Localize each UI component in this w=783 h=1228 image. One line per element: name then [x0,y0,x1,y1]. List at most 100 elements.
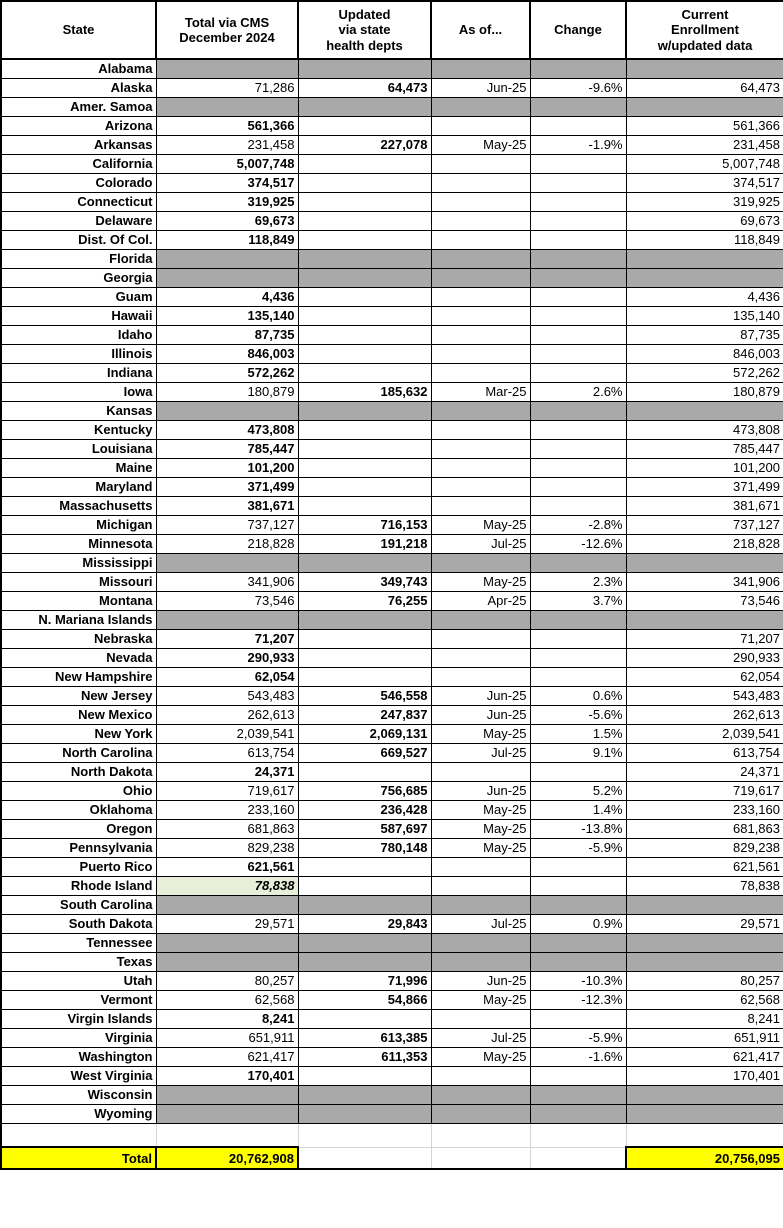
cell-change[interactable] [529,951,627,972]
cell-change[interactable]: -10.3% [529,970,627,991]
cell-state[interactable]: Montana [0,590,157,611]
cell-updated[interactable] [297,400,432,421]
cell-current[interactable] [625,894,783,915]
cell-cms[interactable]: 262,613 [155,704,299,725]
cell-cms[interactable]: 180,879 [155,381,299,402]
cell-as_of[interactable]: May-25 [430,723,531,744]
cell-as_of[interactable]: Mar-25 [430,381,531,402]
cell-cms[interactable]: 29,571 [155,913,299,934]
total-empty-asof-cell[interactable] [431,1147,531,1169]
cell-cms[interactable] [155,1103,299,1124]
cell-change[interactable] [529,1065,627,1086]
cell-cms[interactable]: 621,561 [155,856,299,877]
cell-cms[interactable]: 5,007,748 [155,153,299,174]
column-header-as_of[interactable]: As of... [430,0,531,60]
total-label-cell[interactable]: Total [0,1146,157,1170]
cell-updated[interactable]: 76,255 [297,590,432,611]
cell-change[interactable] [529,172,627,193]
cell-current[interactable] [625,267,783,288]
cell-as_of[interactable] [430,552,531,573]
cell-as_of[interactable]: May-25 [430,571,531,592]
cell-as_of[interactable] [430,362,531,383]
cell-state[interactable]: Delaware [0,210,157,231]
cell-as_of[interactable] [430,305,531,326]
cell-current[interactable]: 613,754 [625,742,783,763]
total-cms-cell[interactable]: 20,762,908 [155,1146,299,1170]
cell-change[interactable] [529,58,627,79]
cell-as_of[interactable] [430,856,531,877]
cell-as_of[interactable]: May-25 [430,818,531,839]
cell-cms[interactable]: 101,200 [155,457,299,478]
spacer-cell[interactable] [298,1123,432,1148]
cell-current[interactable]: 101,200 [625,457,783,478]
cell-as_of[interactable] [430,761,531,782]
cell-updated[interactable] [297,96,432,117]
cell-current[interactable]: 73,546 [625,590,783,611]
cell-state[interactable]: Utah [0,970,157,991]
cell-current[interactable]: 4,436 [625,286,783,307]
cell-updated[interactable]: 587,697 [297,818,432,839]
cell-change[interactable]: 0.9% [529,913,627,934]
cell-change[interactable] [529,438,627,459]
cell-cms[interactable]: 785,447 [155,438,299,459]
cell-state[interactable]: Amer. Samoa [0,96,157,117]
cell-cms[interactable]: 231,458 [155,134,299,155]
cell-cms[interactable]: 737,127 [155,514,299,535]
cell-cms[interactable] [155,400,299,421]
cell-change[interactable]: -2.8% [529,514,627,535]
cell-change[interactable] [529,856,627,877]
cell-updated[interactable] [297,875,432,896]
cell-current[interactable] [625,1103,783,1124]
cell-change[interactable]: -5.9% [529,837,627,858]
cell-state[interactable]: Wyoming [0,1103,157,1124]
spacer-cell[interactable] [156,1123,299,1148]
cell-change[interactable] [529,476,627,497]
cell-change[interactable]: -13.8% [529,818,627,839]
cell-state[interactable]: Minnesota [0,533,157,554]
cell-updated[interactable] [297,58,432,79]
cell-state[interactable]: Kansas [0,400,157,421]
cell-cms[interactable]: 4,436 [155,286,299,307]
cell-state[interactable]: Arizona [0,115,157,136]
cell-cms[interactable] [155,609,299,630]
cell-updated[interactable] [297,172,432,193]
cell-cms[interactable]: 233,160 [155,799,299,820]
cell-cms[interactable]: 69,673 [155,210,299,231]
cell-as_of[interactable] [430,647,531,668]
cell-state[interactable]: Dist. Of Col. [0,229,157,250]
cell-updated[interactable]: 546,558 [297,685,432,706]
cell-cms[interactable]: 62,054 [155,666,299,687]
cell-updated[interactable]: 236,428 [297,799,432,820]
cell-state[interactable]: Maryland [0,476,157,497]
column-header-updated[interactable]: Updated via state health depts [297,0,432,60]
cell-updated[interactable]: 780,148 [297,837,432,858]
cell-as_of[interactable] [430,324,531,345]
cell-updated[interactable]: 349,743 [297,571,432,592]
cell-current[interactable]: 785,447 [625,438,783,459]
cell-updated[interactable] [297,248,432,269]
cell-updated[interactable] [297,609,432,630]
cell-state[interactable]: Virgin Islands [0,1008,157,1029]
cell-cms[interactable]: 2,039,541 [155,723,299,744]
cell-updated[interactable] [297,191,432,212]
cell-cms[interactable]: 8,241 [155,1008,299,1029]
cell-current[interactable]: 8,241 [625,1008,783,1029]
cell-as_of[interactable] [430,248,531,269]
cell-updated[interactable]: 669,527 [297,742,432,763]
cell-change[interactable] [529,761,627,782]
cell-as_of[interactable]: May-25 [430,989,531,1010]
cell-state[interactable]: Connecticut [0,191,157,212]
cell-as_of[interactable] [430,267,531,288]
cell-as_of[interactable] [430,1065,531,1086]
cell-state[interactable]: Indiana [0,362,157,383]
cell-change[interactable] [529,153,627,174]
cell-state[interactable]: New Mexico [0,704,157,725]
cell-change[interactable] [529,96,627,117]
cell-updated[interactable]: 185,632 [297,381,432,402]
cell-updated[interactable] [297,362,432,383]
cell-change[interactable] [529,191,627,212]
cell-cms[interactable]: 829,238 [155,837,299,858]
cell-cms[interactable] [155,248,299,269]
cell-current[interactable] [625,58,783,79]
cell-cms[interactable] [155,267,299,288]
